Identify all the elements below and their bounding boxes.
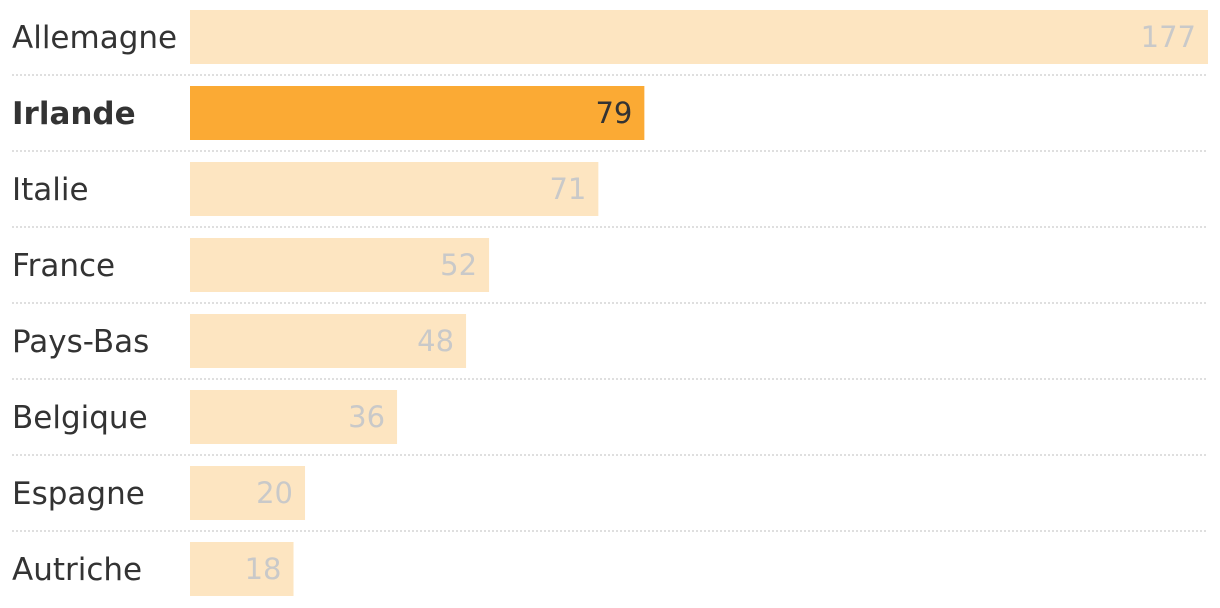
bar-pays-bas (190, 314, 467, 368)
bar-italie (190, 162, 599, 216)
category-label-irlande: Irlande (12, 96, 136, 132)
value-label-espagne: 20 (256, 476, 293, 510)
category-label-france: France (12, 248, 115, 284)
category-label-autriche: Autriche (12, 552, 142, 588)
bar-irlande (190, 86, 645, 140)
category-label-pays-bas: Pays-Bas (12, 324, 149, 360)
value-label-france: 52 (440, 248, 477, 282)
value-label-italie: 71 (549, 172, 586, 206)
value-label-allemagne: 177 (1141, 20, 1196, 54)
value-label-pays-bas: 48 (417, 324, 454, 358)
category-label-belgique: Belgique (12, 400, 148, 436)
category-label-allemagne: Allemagne (12, 20, 177, 56)
bar-belgique (190, 390, 398, 444)
value-label-autriche: 18 (245, 552, 282, 586)
bar-france (190, 238, 490, 292)
value-label-irlande: 79 (595, 96, 632, 130)
value-label-belgique: 36 (348, 400, 385, 434)
category-label-espagne: Espagne (12, 476, 145, 512)
bar-autriche (190, 542, 294, 596)
bar-allemagne (190, 10, 1208, 64)
category-label-italie: Italie (12, 172, 89, 208)
bar-espagne (190, 466, 306, 520)
